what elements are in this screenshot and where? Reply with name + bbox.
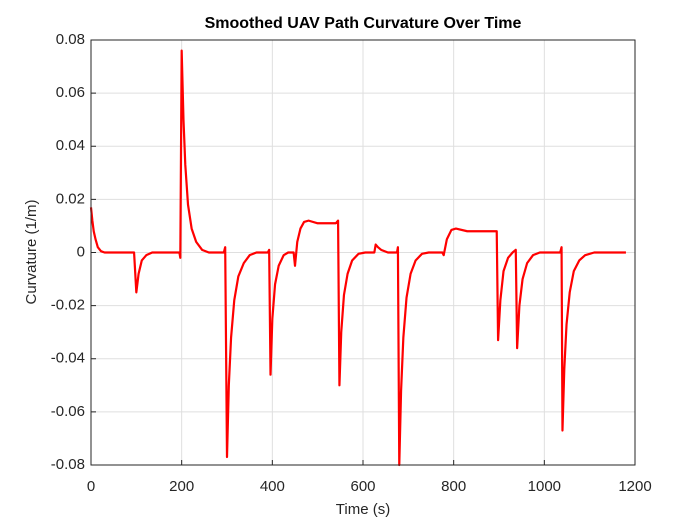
x-tick-label: 1200 [618, 478, 651, 495]
data-line [89, 49, 626, 467]
y-tick-label: 0.04 [56, 137, 85, 154]
chart-title: Smoothed UAV Path Curvature Over Time [205, 15, 522, 32]
x-tick-label: 1000 [528, 478, 561, 495]
line-layer [89, 49, 626, 467]
x-axis-label: Time (s) [336, 501, 390, 518]
x-tick-label: 400 [260, 478, 285, 495]
y-tick-label: -0.06 [51, 403, 85, 420]
y-tick-label: 0.02 [56, 190, 85, 207]
y-tick-label: -0.02 [51, 297, 85, 314]
y-axis-label: Curvature (1/m) [23, 199, 40, 304]
y-tick-label: -0.04 [51, 350, 85, 367]
x-tick-label: 200 [169, 478, 194, 495]
x-tick-label: 600 [350, 478, 375, 495]
x-tick-label: 800 [441, 478, 466, 495]
y-tick-label: 0.06 [56, 84, 85, 101]
y-tick-label: 0.08 [56, 31, 85, 48]
y-tick-label: -0.08 [51, 456, 85, 473]
x-tick-label: 0 [87, 478, 95, 495]
y-tick-label: 0 [77, 243, 85, 260]
